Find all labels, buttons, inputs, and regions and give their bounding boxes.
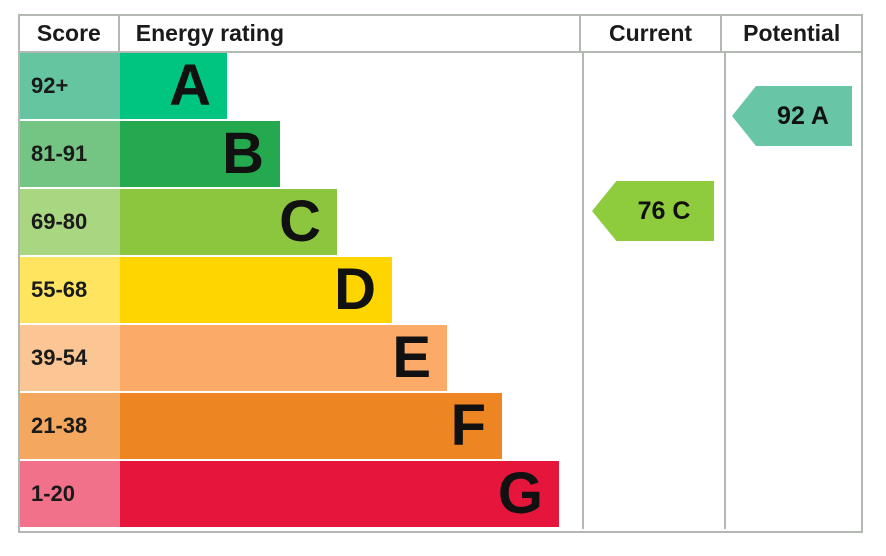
band-letter: G [497, 461, 543, 526]
potential-rating-label: 92 A [777, 101, 829, 130]
score-cell: 69-80 [20, 189, 120, 257]
rating-bar: D [120, 257, 392, 325]
score-range-label: 69-80 [31, 209, 88, 234]
band-letter: A [169, 53, 211, 118]
score-cell: 39-54 [20, 325, 120, 393]
current-column-divider [582, 53, 584, 529]
current-rating-label: 76 C [637, 196, 691, 225]
band-letter: F [450, 393, 486, 458]
score-range-label: 1-20 [31, 481, 76, 506]
band-row-b: 81-91 B [20, 121, 861, 189]
score-cell: 1-20 [20, 461, 120, 529]
potential-column-divider [724, 53, 726, 529]
current-column-header: Current [578, 16, 721, 51]
band-letter: C [279, 189, 321, 254]
band-row-d: 55-68 D [20, 257, 861, 325]
score-cell: 92+ [20, 53, 120, 121]
band-row-c: 69-80 C [20, 189, 861, 257]
band-row-f: 21-38 F [20, 393, 861, 461]
band-letter: E [392, 325, 431, 390]
rating-bar: C [120, 189, 337, 257]
band-row-g: 1-20 G [20, 461, 861, 529]
score-range-label: 55-68 [31, 277, 88, 302]
potential-column-header: Potential [720, 16, 861, 51]
score-range-label: 39-54 [31, 345, 88, 370]
band-letter: B [222, 121, 264, 186]
score-range-label: 81-91 [31, 141, 88, 166]
current-rating-arrow: 76 C [592, 181, 714, 241]
rating-bar: A [120, 53, 227, 121]
table-header-row: Score Energy rating Current Potential [20, 16, 861, 53]
band-letter: D [334, 257, 376, 322]
epc-table: Score Energy rating Current Potential 92… [18, 14, 863, 533]
band-row-a: 92+ A [20, 53, 861, 121]
score-cell: 81-91 [20, 121, 120, 189]
rating-bar: F [120, 393, 502, 461]
score-cell: 21-38 [20, 393, 120, 461]
score-range-label: 92+ [31, 73, 69, 98]
rating-bar: B [120, 121, 280, 189]
score-cell: 55-68 [20, 257, 120, 325]
score-range-label: 21-38 [31, 413, 88, 438]
rating-bar: G [120, 461, 559, 529]
energy-rating-column-header: Energy rating [135, 20, 285, 46]
score-column-header: Score [20, 16, 120, 51]
epc-body: 92+ A 81-91 B 69-80 C [20, 53, 861, 529]
rating-bar: E [120, 325, 447, 393]
potential-rating-arrow: 92 A [732, 86, 852, 146]
band-row-e: 39-54 E [20, 325, 861, 393]
